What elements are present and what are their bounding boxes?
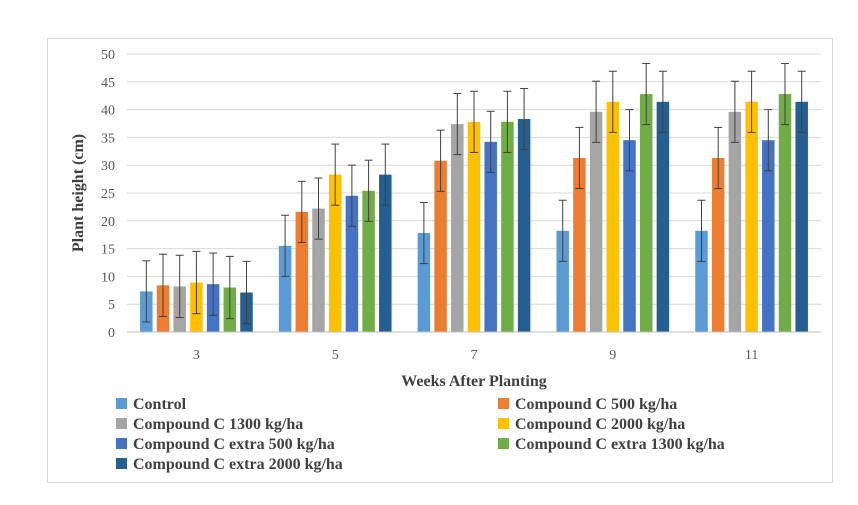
bar — [417, 233, 431, 332]
legend-label: Compound C 1300 kg/ha — [133, 416, 303, 433]
bar — [573, 157, 586, 332]
legend-swatch — [116, 418, 127, 429]
y-tick-label: 40 — [101, 104, 115, 119]
x-tick-label: 7 — [471, 348, 478, 363]
bar — [656, 101, 670, 332]
legend-swatch — [498, 418, 509, 429]
bar — [362, 190, 375, 332]
legend-item: Compound C 500 kg/ha — [498, 396, 677, 413]
bar — [711, 157, 725, 332]
legend-item: Compound C 2000 kg/ha — [498, 416, 685, 433]
x-tick-label: 5 — [332, 348, 339, 363]
legend-item: Compound C extra 2000 kg/ha — [116, 456, 343, 473]
bar — [484, 141, 497, 332]
x-tick-label: 11 — [745, 348, 758, 363]
legend-item: Control — [116, 396, 187, 413]
legend-label: Control — [133, 396, 187, 413]
y-tick-label: 50 — [101, 48, 115, 63]
bar — [451, 124, 464, 332]
bar — [467, 121, 481, 332]
legend-swatch — [116, 458, 127, 469]
bar — [379, 174, 392, 332]
legend-label: Compound C extra 2000 kg/ha — [133, 456, 343, 473]
bar — [589, 111, 603, 332]
legend-label: Compound C 500 kg/ha — [515, 396, 677, 413]
bar — [517, 119, 531, 332]
legend-item: Compound C extra 500 kg/ha — [116, 436, 335, 453]
y-tick-label: 0 — [108, 326, 115, 341]
legend-item: Compound C extra 1300 kg/ha — [498, 436, 725, 453]
y-tick-label: 35 — [101, 131, 115, 146]
bar — [434, 160, 447, 332]
legend-swatch — [116, 398, 127, 409]
bar — [295, 211, 309, 332]
bar — [745, 101, 758, 332]
y-tick-label: 10 — [101, 270, 115, 285]
error-bars — [142, 62, 806, 325]
x-axis-ticks: 3 5 7 9 11 — [193, 348, 758, 363]
bar — [328, 174, 342, 332]
bar — [606, 101, 620, 332]
bar — [345, 195, 359, 332]
legend-item: Compound C 1300 kg/ha — [116, 416, 303, 433]
legend-swatch — [116, 438, 127, 449]
y-tick-label: 45 — [101, 76, 115, 91]
bar — [778, 94, 792, 332]
y-tick-label: 25 — [101, 187, 115, 202]
legend-swatch — [498, 398, 509, 409]
x-axis-title: Weeks After Planting — [401, 373, 546, 390]
bar — [623, 140, 636, 332]
x-tick-label: 9 — [609, 348, 616, 363]
y-tick-label: 15 — [101, 243, 115, 258]
legend-label: Compound C extra 500 kg/ha — [133, 436, 335, 453]
legend-label: Compound C extra 1300 kg/ha — [515, 436, 725, 453]
legend: Control Compound C 500 kg/ha Compound C 13… — [116, 396, 725, 473]
y-axis-title: Plant height (cm) — [70, 134, 87, 252]
legend-swatch — [498, 438, 509, 449]
bar — [695, 230, 708, 332]
bar — [728, 111, 742, 332]
bar — [795, 101, 808, 332]
bar — [501, 121, 514, 332]
bar — [639, 94, 653, 332]
y-axis-ticks: 0 5 10 15 20 25 30 35 40 45 50 — [101, 48, 115, 341]
legend-label: Compound C 2000 kg/ha — [515, 416, 685, 433]
y-tick-label: 30 — [101, 159, 115, 174]
y-tick-label: 5 — [108, 298, 115, 313]
y-tick-label: 20 — [101, 215, 115, 230]
bar — [762, 140, 775, 332]
x-tick-label: 3 — [193, 348, 200, 363]
bar — [278, 245, 292, 332]
bar — [556, 230, 569, 332]
